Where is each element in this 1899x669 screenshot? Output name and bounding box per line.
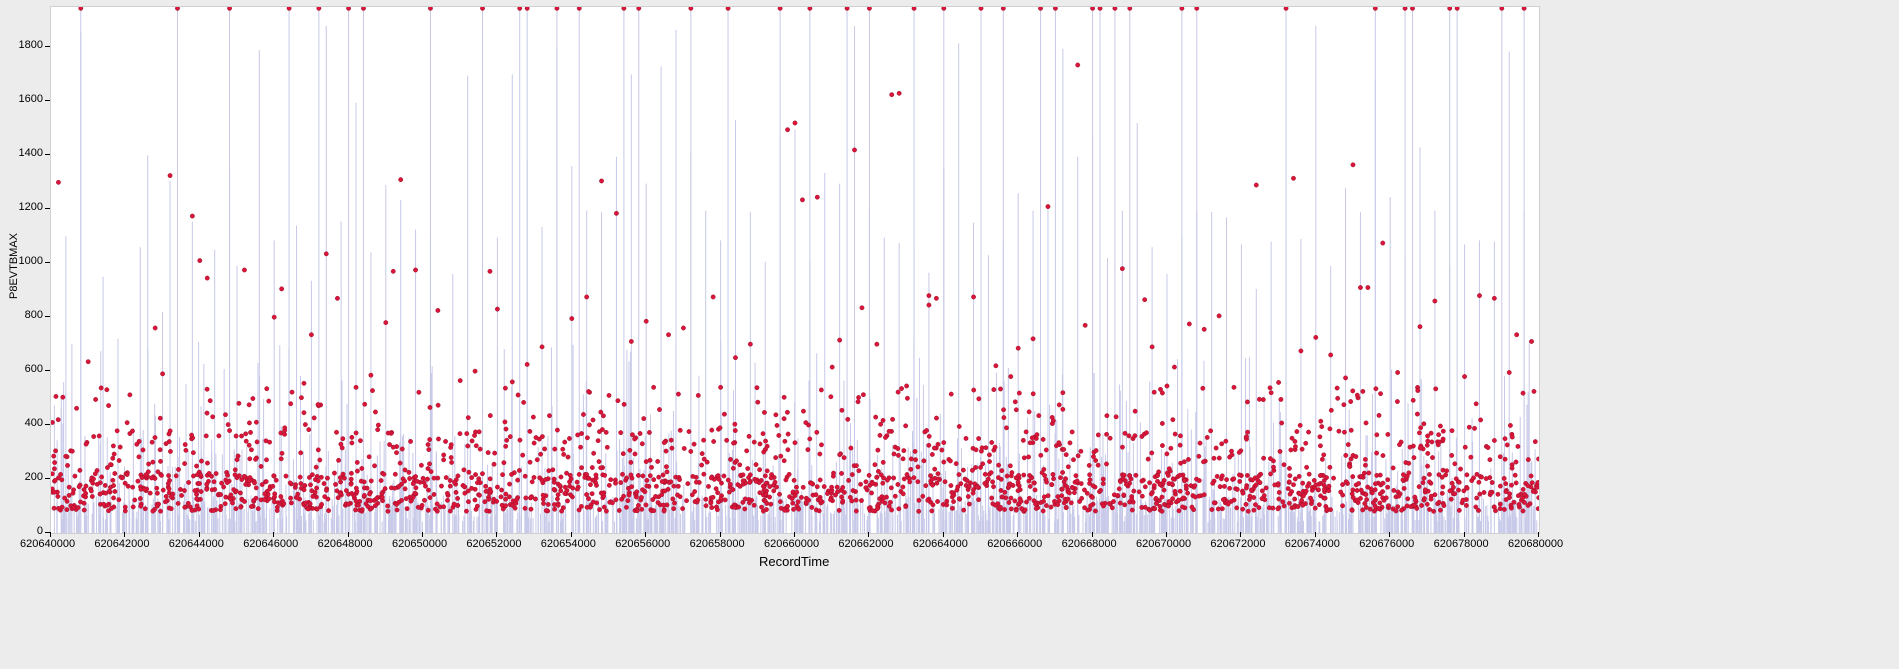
x-tick-label: 620640000 [20,538,75,550]
x-tick-label: 620652000 [466,538,521,550]
chart-container: P8EVTBMAX RecordTime 0200400600800100012… [0,0,1899,669]
y-tick [45,46,50,47]
x-tick-label: 620664000 [913,538,968,550]
x-tick [1240,532,1241,537]
x-tick [645,532,646,537]
x-tick-label: 620678000 [1434,538,1489,550]
y-tick-label: 1800 [19,39,43,51]
x-tick-label: 620666000 [987,538,1042,550]
x-tick-label: 620672000 [1210,538,1265,550]
x-tick [1389,532,1390,537]
x-tick [348,532,349,537]
y-tick-label: 1400 [19,147,43,159]
plot-svg [51,7,1539,533]
x-tick-label: 620650000 [392,538,447,550]
x-tick-label: 620644000 [169,538,224,550]
x-tick-label: 620646000 [243,538,298,550]
x-tick-label: 620676000 [1359,538,1414,550]
y-tick-label: 600 [25,363,43,375]
y-tick [45,424,50,425]
y-tick-label: 1600 [19,93,43,105]
x-tick [943,532,944,537]
x-tick [1017,532,1018,537]
plot-area [50,6,1540,534]
x-tick-label: 620662000 [838,538,893,550]
x-tick-label: 620654000 [541,538,596,550]
y-tick [45,208,50,209]
x-tick [422,532,423,537]
y-tick [45,100,50,101]
y-tick [45,154,50,155]
y-tick [45,262,50,263]
x-tick [50,532,51,537]
x-tick [1166,532,1167,537]
y-tick [45,370,50,371]
x-tick-label: 620674000 [1285,538,1340,550]
x-tick [794,532,795,537]
x-tick-label: 620658000 [690,538,745,550]
x-tick-label: 620642000 [94,538,149,550]
x-tick-label: 620656000 [615,538,670,550]
x-tick [273,532,274,537]
x-tick [124,532,125,537]
x-tick [868,532,869,537]
y-tick-label: 0 [37,525,43,537]
x-tick [720,532,721,537]
y-tick-label: 400 [25,417,43,429]
y-tick-label: 200 [25,471,43,483]
x-axis-title: RecordTime [759,554,829,569]
x-tick-label: 620660000 [764,538,819,550]
x-tick [496,532,497,537]
x-tick [1315,532,1316,537]
y-tick-label: 800 [25,309,43,321]
x-tick [1538,532,1539,537]
x-tick-label: 620648000 [318,538,373,550]
x-tick-label: 620668000 [1062,538,1117,550]
x-tick-label: 620680000 [1508,538,1563,550]
x-tick [199,532,200,537]
x-tick [1092,532,1093,537]
x-tick [571,532,572,537]
x-tick [1464,532,1465,537]
x-tick-label: 620670000 [1136,538,1191,550]
y-tick-label: 1200 [19,201,43,213]
y-tick [45,316,50,317]
y-tick [45,478,50,479]
y-tick-label: 1000 [19,255,43,267]
